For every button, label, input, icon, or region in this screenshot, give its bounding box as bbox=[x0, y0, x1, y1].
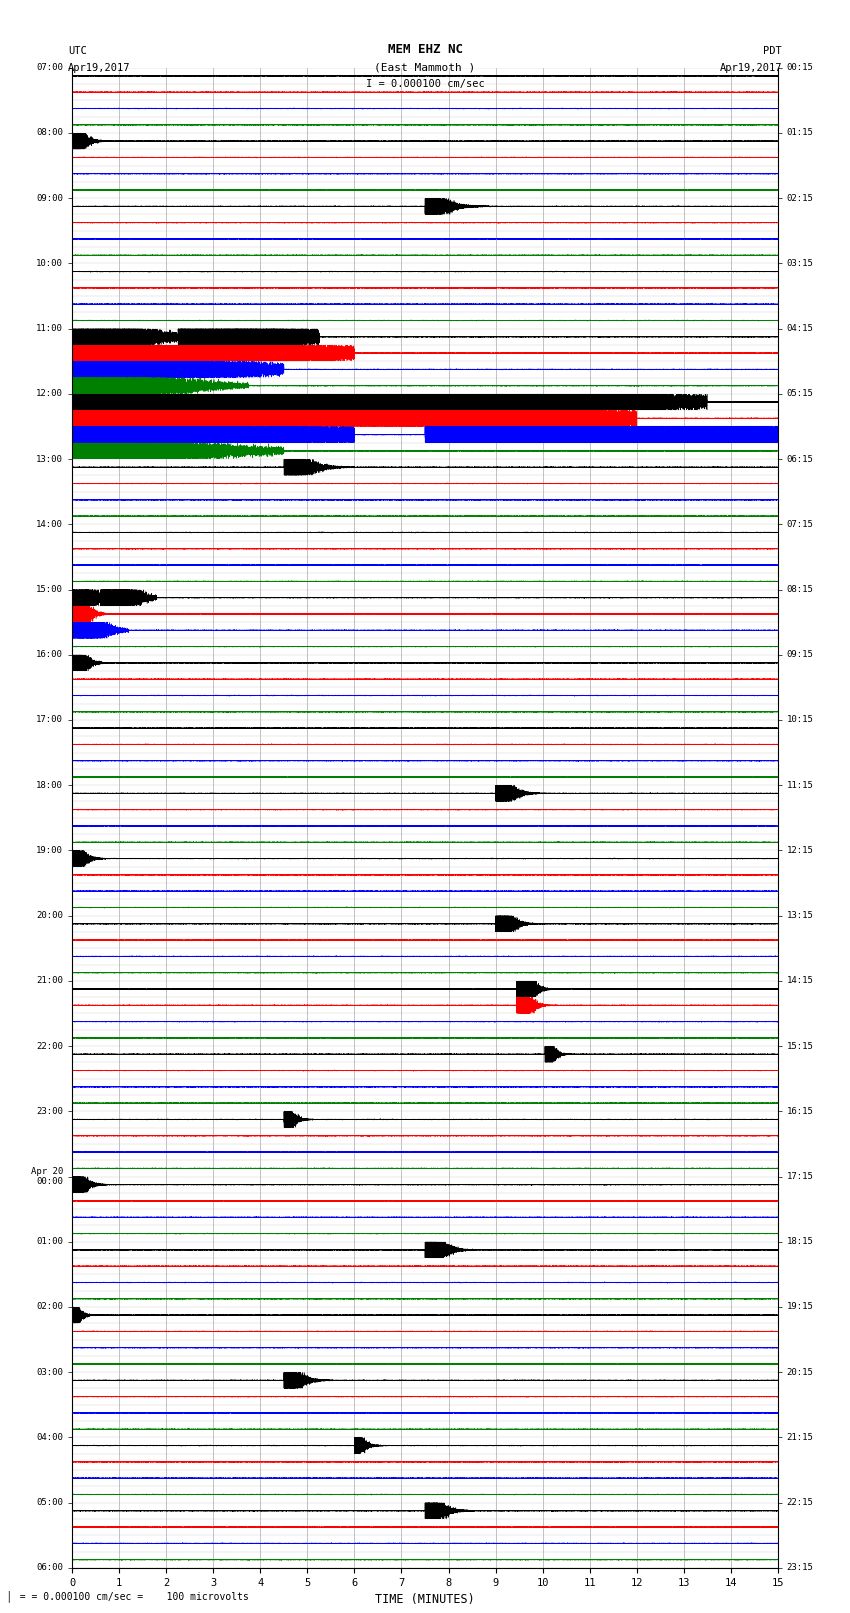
Text: PDT: PDT bbox=[763, 47, 782, 56]
Text: ▏ = = 0.000100 cm/sec =    100 microvolts: ▏ = = 0.000100 cm/sec = 100 microvolts bbox=[8, 1590, 249, 1602]
Text: UTC: UTC bbox=[68, 47, 87, 56]
Text: MEM EHZ NC: MEM EHZ NC bbox=[388, 44, 462, 56]
Text: Apr19,2017: Apr19,2017 bbox=[719, 63, 782, 73]
Text: Apr19,2017: Apr19,2017 bbox=[68, 63, 131, 73]
Text: I = 0.000100 cm/sec: I = 0.000100 cm/sec bbox=[366, 79, 484, 89]
Text: (East Mammoth ): (East Mammoth ) bbox=[374, 63, 476, 73]
X-axis label: TIME (MINUTES): TIME (MINUTES) bbox=[375, 1594, 475, 1607]
